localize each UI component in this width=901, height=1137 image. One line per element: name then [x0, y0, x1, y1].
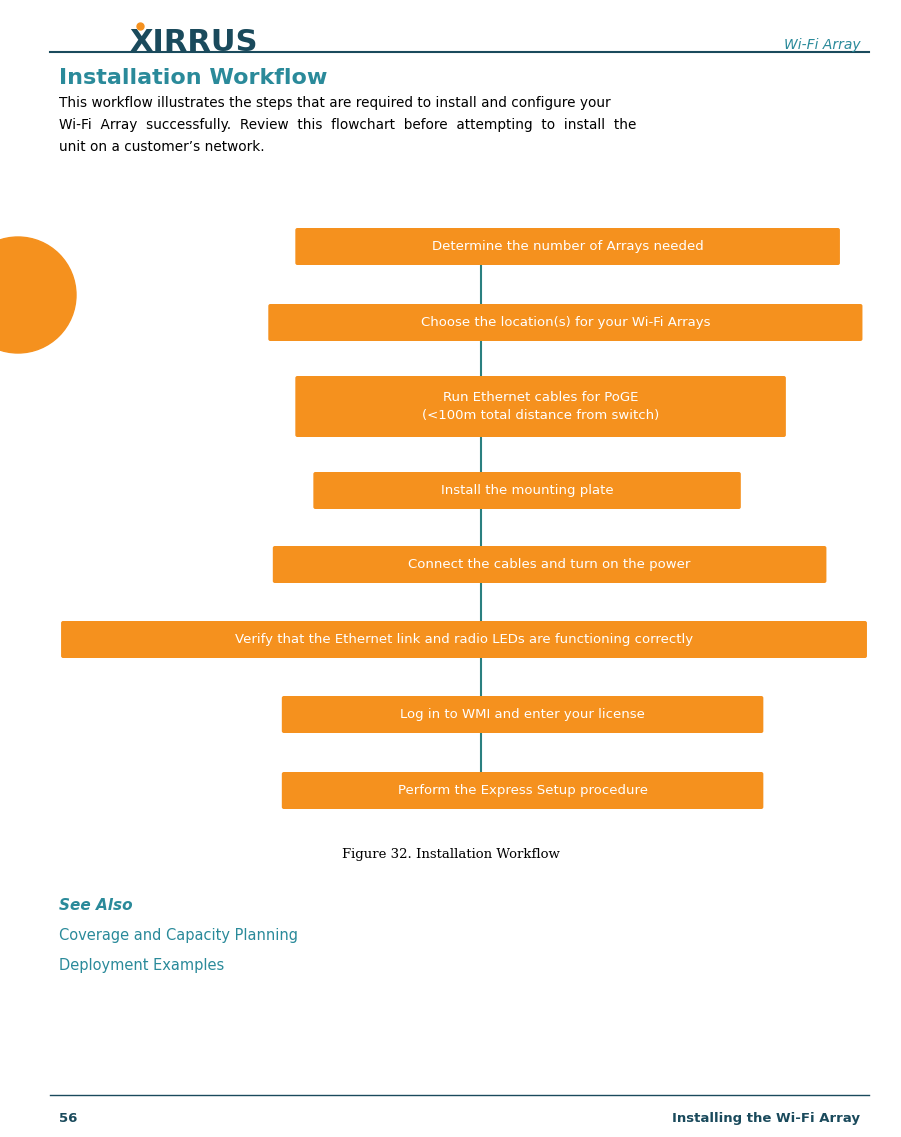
Text: Installation Workflow: Installation Workflow [59, 68, 327, 88]
Text: Wi-Fi Array: Wi-Fi Array [784, 38, 860, 52]
FancyBboxPatch shape [282, 772, 763, 810]
Text: Perform the Express Setup procedure: Perform the Express Setup procedure [397, 785, 648, 797]
Text: Determine the number of Arrays needed: Determine the number of Arrays needed [432, 240, 704, 254]
Text: unit on a customer’s network.: unit on a customer’s network. [59, 140, 264, 153]
Text: Log in to WMI and enter your license: Log in to WMI and enter your license [400, 708, 645, 721]
Text: Wi-Fi  Array  successfully.  Review  this  flowchart  before  attempting  to  in: Wi-Fi Array successfully. Review this fl… [59, 118, 636, 132]
FancyBboxPatch shape [61, 621, 867, 658]
FancyBboxPatch shape [273, 546, 826, 583]
Text: See Also: See Also [59, 898, 132, 913]
Text: Install the mounting plate: Install the mounting plate [441, 484, 614, 497]
Text: Choose the location(s) for your Wi-Fi Arrays: Choose the location(s) for your Wi-Fi Ar… [421, 316, 710, 329]
Text: Run Ethernet cables for PoGE
(<100m total distance from switch): Run Ethernet cables for PoGE (<100m tota… [422, 391, 660, 422]
FancyBboxPatch shape [314, 472, 741, 509]
FancyBboxPatch shape [282, 696, 763, 733]
FancyBboxPatch shape [296, 229, 840, 265]
Text: Connect the cables and turn on the power: Connect the cables and turn on the power [408, 558, 691, 571]
FancyBboxPatch shape [268, 304, 862, 341]
Circle shape [0, 236, 76, 352]
Text: Figure 32. Installation Workflow: Figure 32. Installation Workflow [341, 848, 560, 861]
Text: 56: 56 [59, 1112, 77, 1124]
Text: Verify that the Ethernet link and radio LEDs are functioning correctly: Verify that the Ethernet link and radio … [235, 633, 693, 646]
Text: Installing the Wi-Fi Array: Installing the Wi-Fi Array [672, 1112, 860, 1124]
Text: Deployment Examples: Deployment Examples [59, 958, 223, 973]
Text: Coverage and Capacity Planning: Coverage and Capacity Planning [59, 928, 297, 943]
FancyBboxPatch shape [296, 376, 786, 437]
Text: This workflow illustrates the steps that are required to install and configure y: This workflow illustrates the steps that… [59, 96, 610, 110]
Text: XIRRUS: XIRRUS [130, 28, 258, 57]
